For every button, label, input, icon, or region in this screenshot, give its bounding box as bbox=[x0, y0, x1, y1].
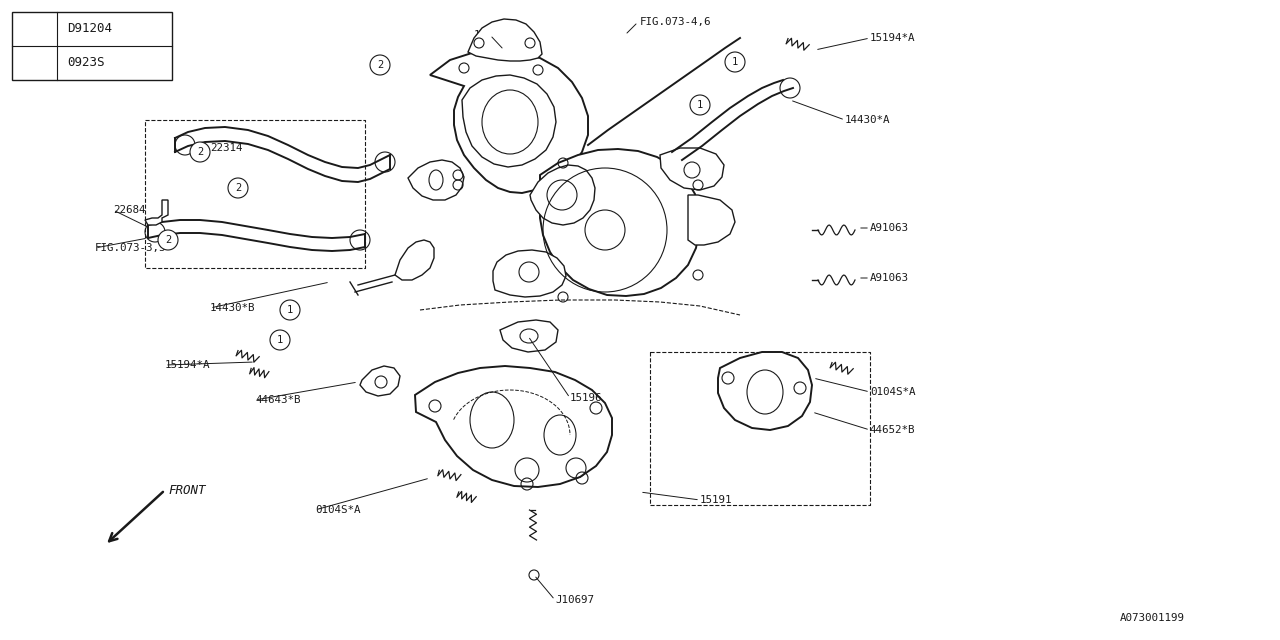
Circle shape bbox=[690, 95, 710, 115]
Text: 22314: 22314 bbox=[210, 143, 242, 153]
Text: 2: 2 bbox=[165, 235, 172, 245]
Polygon shape bbox=[430, 50, 588, 193]
Text: 2: 2 bbox=[31, 58, 37, 68]
Text: 14430*A: 14430*A bbox=[845, 115, 891, 125]
Text: D91204: D91204 bbox=[67, 22, 113, 35]
Polygon shape bbox=[689, 195, 735, 245]
Polygon shape bbox=[396, 240, 434, 280]
Polygon shape bbox=[540, 149, 699, 296]
Polygon shape bbox=[493, 250, 566, 297]
Text: 14411: 14411 bbox=[474, 30, 507, 40]
Text: 44652*B: 44652*B bbox=[870, 425, 915, 435]
Polygon shape bbox=[415, 366, 612, 487]
Text: FRONT: FRONT bbox=[168, 483, 206, 497]
Circle shape bbox=[22, 17, 46, 41]
Polygon shape bbox=[468, 19, 541, 61]
Text: FIG.073-4,6: FIG.073-4,6 bbox=[640, 17, 712, 27]
Polygon shape bbox=[530, 165, 595, 225]
Text: A073001199: A073001199 bbox=[1120, 613, 1185, 623]
Text: 22684: 22684 bbox=[113, 205, 146, 215]
Text: 2: 2 bbox=[197, 147, 204, 157]
Circle shape bbox=[22, 51, 46, 75]
Text: 15194*A: 15194*A bbox=[165, 360, 210, 370]
Text: A91063: A91063 bbox=[870, 223, 909, 233]
Text: FIG.073-3,5: FIG.073-3,5 bbox=[95, 243, 166, 253]
Text: 1: 1 bbox=[276, 335, 283, 345]
Text: 0923S: 0923S bbox=[67, 56, 105, 70]
Polygon shape bbox=[145, 200, 168, 225]
Text: 44643*B: 44643*B bbox=[255, 395, 301, 405]
Polygon shape bbox=[360, 366, 399, 396]
Circle shape bbox=[228, 178, 248, 198]
Bar bbox=[12, 12, 172, 80]
Polygon shape bbox=[660, 148, 724, 190]
Polygon shape bbox=[408, 160, 465, 200]
Circle shape bbox=[189, 142, 210, 162]
Polygon shape bbox=[500, 320, 558, 352]
Text: 2: 2 bbox=[234, 183, 241, 193]
Text: 0104S*A: 0104S*A bbox=[870, 387, 915, 397]
Polygon shape bbox=[462, 75, 556, 167]
Text: 1: 1 bbox=[287, 305, 293, 315]
Text: 1: 1 bbox=[732, 57, 739, 67]
Text: 0104S*A: 0104S*A bbox=[315, 505, 361, 515]
Circle shape bbox=[157, 230, 178, 250]
Circle shape bbox=[724, 52, 745, 72]
Circle shape bbox=[370, 55, 390, 75]
Text: 14430*B: 14430*B bbox=[210, 303, 256, 313]
Text: A91063: A91063 bbox=[870, 273, 909, 283]
Text: 15191: 15191 bbox=[700, 495, 732, 505]
Text: 1: 1 bbox=[696, 100, 703, 110]
Text: 1: 1 bbox=[31, 24, 37, 34]
Circle shape bbox=[270, 330, 291, 350]
Circle shape bbox=[280, 300, 300, 320]
Text: 2: 2 bbox=[376, 60, 383, 70]
Text: 15196: 15196 bbox=[570, 393, 603, 403]
Polygon shape bbox=[718, 352, 812, 430]
Text: J10697: J10697 bbox=[556, 595, 594, 605]
Text: 15194*A: 15194*A bbox=[870, 33, 915, 43]
